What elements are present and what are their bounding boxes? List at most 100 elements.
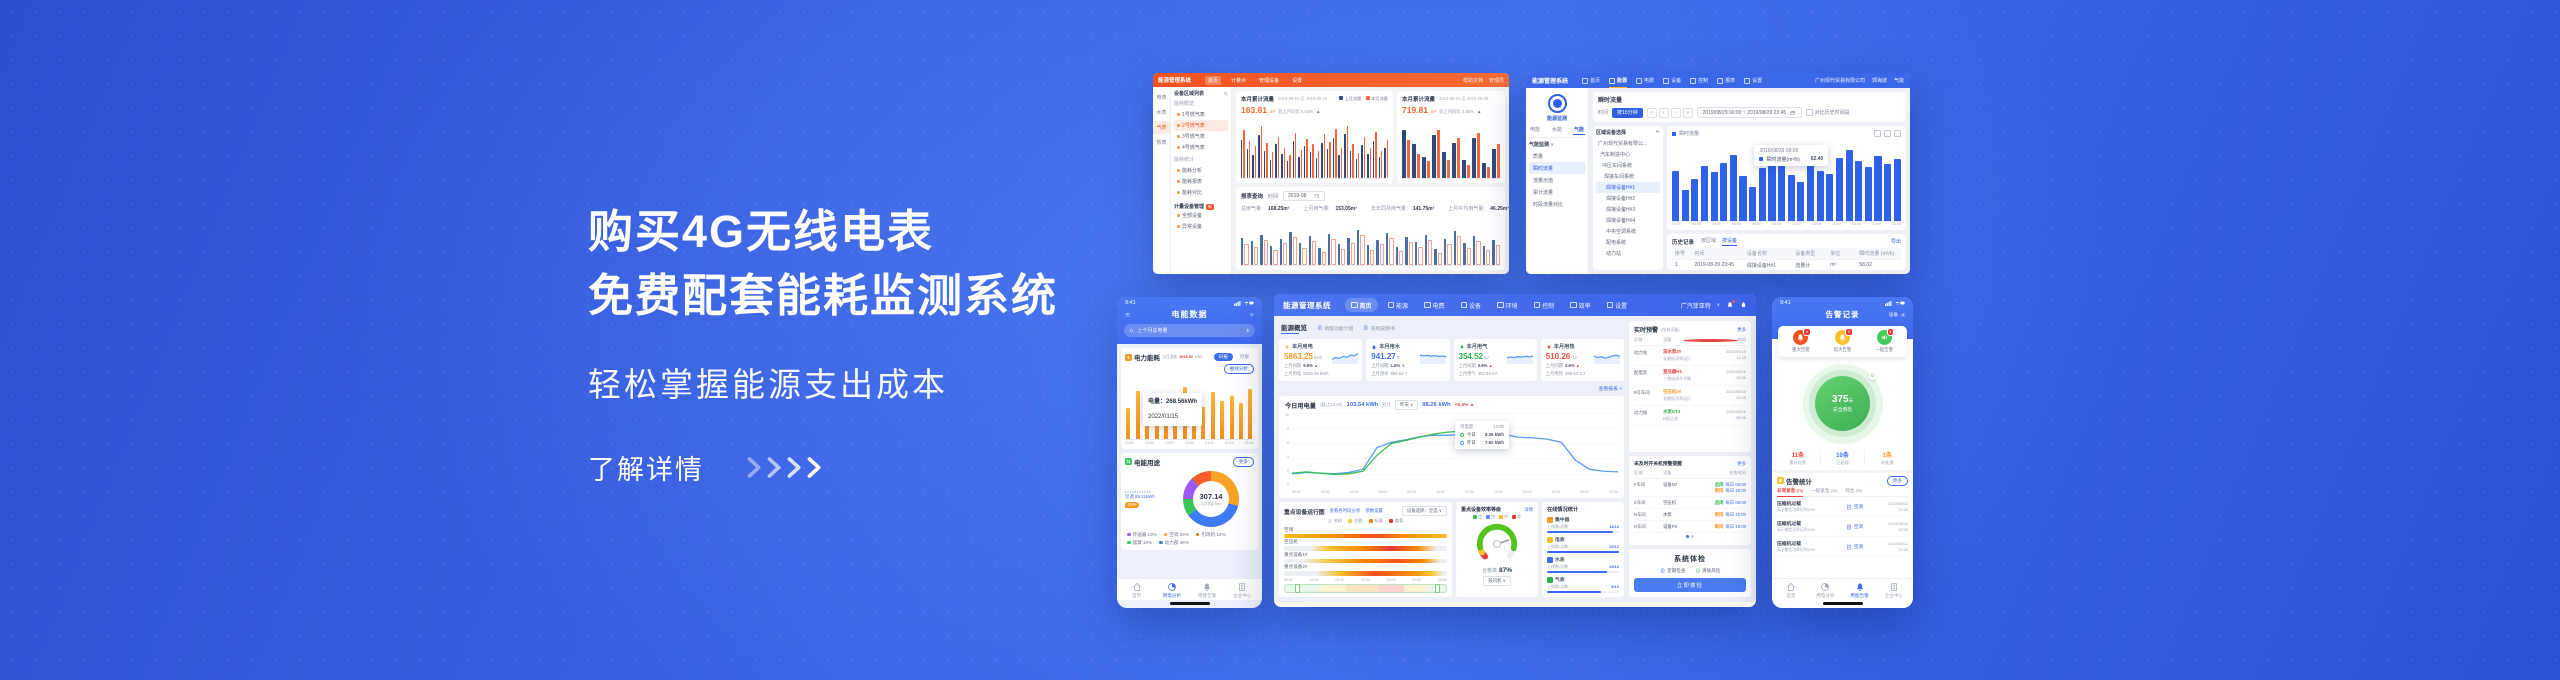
alarm-tab[interactable]: 综合 (99)	[1845, 487, 1863, 493]
dash3-nav-item[interactable]: 设备	[1455, 298, 1488, 312]
alarm-row[interactable]: 压缩机过载 高于额定功率压约20% 空调 2018/08/11 12:56	[1777, 517, 1908, 537]
dash2-sidebar-group[interactable]: 气能监测	[1529, 141, 1585, 148]
history-tab[interactable]: 按设备	[1722, 238, 1738, 246]
search-icon[interactable]	[1223, 91, 1229, 97]
page-first-button[interactable]: «	[1646, 107, 1657, 118]
alarm-tab[interactable]: 非常紧急 (70)	[1777, 488, 1804, 497]
dash1-sidebar-item[interactable]: 1号燃气表	[1174, 109, 1228, 120]
dash1-nav-item[interactable]: 计量点	[1231, 77, 1247, 84]
tab-building[interactable]: 企业中心	[1225, 582, 1260, 599]
dash3-nav-item[interactable]: 能源	[1382, 298, 1415, 312]
alert-type[interactable]: 3 较大告警	[1822, 328, 1864, 353]
compare-select[interactable]: 昨天 ∨	[1395, 400, 1419, 410]
checkup-button[interactable]: 立即体检	[1634, 578, 1746, 592]
overview-title[interactable]: 能源概览	[1281, 322, 1307, 334]
view-report-link[interactable]: 查看报表 >	[1598, 387, 1622, 392]
alert-row[interactable]: 动力站 深水泵3# 长期低功率运行 2021/03/15 12:35	[1634, 346, 1746, 366]
detail-link[interactable]: 详情	[1524, 506, 1533, 512]
history-tab[interactable]: 按区域	[1701, 238, 1717, 244]
learn-more-link[interactable]: 了解详情	[588, 448, 1058, 487]
device-select[interactable]: 设备选择：全选 ∨	[1401, 506, 1447, 516]
tree-item[interactable]: 焊接设备H#1	[1596, 182, 1660, 193]
feature-intro-link[interactable]: 新版功能介绍	[1317, 325, 1353, 332]
tree-item[interactable]: 焊接设备H#2	[1606, 196, 1636, 202]
dash1-rail-item[interactable]: 电表	[1156, 95, 1167, 101]
alert-type[interactable]: 2 重大告警	[1780, 328, 1822, 353]
dash1-nav-item[interactable]: 首页	[1205, 75, 1222, 85]
dash1-sidebar-item[interactable]: 能耗对比	[1174, 187, 1228, 198]
dash3-nav-item[interactable]: 设置	[1601, 298, 1634, 312]
dash1-sidebar-item[interactable]: 4号燃气表	[1174, 142, 1228, 153]
bell-icon[interactable]	[1726, 300, 1735, 309]
tab-bell[interactable]: 用能告警	[1190, 582, 1225, 599]
search-input[interactable]: 上个月总电量	[1124, 324, 1255, 337]
dash2-sidebar-item[interactable]: 质量	[1533, 153, 1544, 160]
dash2-energy-tab[interactable]: 水能	[1551, 127, 1562, 133]
alarm-row[interactable]: 压缩机过载 高于额定功率压约20% 空调 2018/08/11 12:56	[1777, 497, 1908, 517]
page-next-button[interactable]: ›	[1670, 107, 1681, 118]
tree-item[interactable]: 焊接设备H#3	[1606, 207, 1636, 213]
more-link[interactable]: 更多	[1737, 326, 1746, 332]
dash1-topbar-right-item[interactable]: 管理员	[1488, 77, 1504, 84]
tree-item[interactable]: 广州现代贸易有限公...	[1598, 141, 1648, 147]
tree-item[interactable]: 汽车制造中心	[1600, 152, 1631, 158]
tree-item[interactable]: 焊接设备H#4	[1606, 218, 1636, 224]
dash1-sidebar-group[interactable]: 能耗概览	[1174, 101, 1195, 107]
tree-item[interactable]: 冲压车间系统	[1602, 163, 1633, 169]
dash1-rail-item[interactable]: 水表	[1156, 110, 1167, 116]
dash3-nav-item[interactable]: 环境	[1491, 298, 1524, 312]
magnifier-icon[interactable]	[1868, 371, 1877, 380]
dash1-nav-item[interactable]: 管理设备	[1259, 77, 1280, 84]
dash2-sidebar-item[interactable]: 瞬时流量	[1529, 162, 1585, 174]
dash2-energy-tab[interactable]: 电能	[1530, 127, 1541, 133]
page-last-button[interactable]: »	[1682, 107, 1693, 118]
switch-row[interactable]: N车间 水泵 断闭 每日 15:00	[1634, 509, 1746, 522]
dash2-nav-item[interactable]: 能源	[1609, 73, 1628, 88]
dash1-topbar-right-item[interactable]: 帮助文档	[1462, 77, 1483, 84]
alert-type[interactable]: 4 一般告警	[1863, 328, 1905, 353]
param-settings-link[interactable]: 参数设置	[1365, 508, 1383, 513]
dash2-sidebar-item[interactable]: 累计流量	[1533, 189, 1554, 196]
collapse-icon[interactable]: ⇤	[1655, 129, 1660, 135]
download-chart-button[interactable]	[1894, 130, 1901, 137]
export-link[interactable]: 导出	[1890, 239, 1901, 245]
more-pill[interactable]: 更多	[1886, 475, 1908, 486]
curve-analysis-pill[interactable]: 曲线分析	[1223, 364, 1254, 374]
tree-item[interactable]: 中央空调系统	[1606, 229, 1637, 235]
dash3-nav-item[interactable]: 首页	[1345, 298, 1378, 312]
compare-checkbox[interactable]: 对比历史时间段	[1805, 109, 1850, 116]
manual-link[interactable]: 系统说明书	[1363, 325, 1395, 332]
tree-item[interactable]: 动力站	[1606, 251, 1622, 257]
dash2-topbar-right-item[interactable]: 广州现代贸易有限公司	[1814, 78, 1865, 84]
dash1-nav-item[interactable]: 设置	[1292, 77, 1303, 84]
tab-pie[interactable]: 用电分析	[1808, 582, 1842, 599]
alert-row[interactable]: 动力站 水泵KT3 B相过流 2021/03/15 08:36	[1634, 406, 1746, 426]
dash1-sidebar-item[interactable]: 全部设备	[1174, 210, 1228, 221]
dash2-sidebar-item[interactable]: 时段流量对比	[1533, 201, 1564, 208]
dash2-topbar-right-item[interactable]: 气能	[1893, 78, 1904, 84]
time-range-slider[interactable]	[1284, 584, 1447, 593]
dash3-nav-item[interactable]: 控制	[1528, 298, 1561, 312]
settings-icon[interactable]	[1249, 312, 1255, 318]
tree-item[interactable]: 配电系统	[1606, 240, 1627, 246]
dash1-rail-item[interactable]: 热表	[1156, 140, 1167, 146]
alert-row[interactable]: 配电室 变压器H1 三相电流不平衡 2021/03/15 10:39	[1634, 366, 1746, 386]
dash1-sidebar-item[interactable]: 异常设备	[1174, 221, 1228, 232]
tab-bell[interactable]: 用能告警	[1843, 582, 1877, 599]
period-analysis-link[interactable]: 查看各时段分析	[1329, 508, 1361, 513]
dash1-sidebar-group[interactable]: 能耗统计	[1174, 157, 1195, 163]
dash1-sidebar-item[interactable]: 能耗分析	[1174, 165, 1228, 176]
dash1-sidebar-item[interactable]: 能耗报表	[1174, 176, 1228, 187]
dash2-energy-tab[interactable]: 气能	[1572, 127, 1585, 135]
more-pill[interactable]: 更多	[1232, 456, 1254, 467]
tab-home[interactable]: 首页	[1119, 582, 1154, 599]
dash3-nav-item[interactable]: 电费	[1418, 298, 1451, 312]
switch-row[interactable]: E车间 空压机 启闭 每日 09:00	[1634, 497, 1746, 510]
monthly-report-pill[interactable]: 月报	[1239, 354, 1249, 359]
tab-pie[interactable]: 用电分析	[1154, 582, 1189, 599]
dash2-nav-item[interactable]: 设置	[1744, 73, 1762, 88]
dash2-nav-item[interactable]: 报表	[1717, 73, 1735, 88]
dash2-sidebar-item[interactable]: 流量示值	[1533, 177, 1554, 184]
more-link[interactable]: 更多	[1737, 460, 1746, 466]
cta-label[interactable]: 了解详情	[588, 454, 704, 485]
